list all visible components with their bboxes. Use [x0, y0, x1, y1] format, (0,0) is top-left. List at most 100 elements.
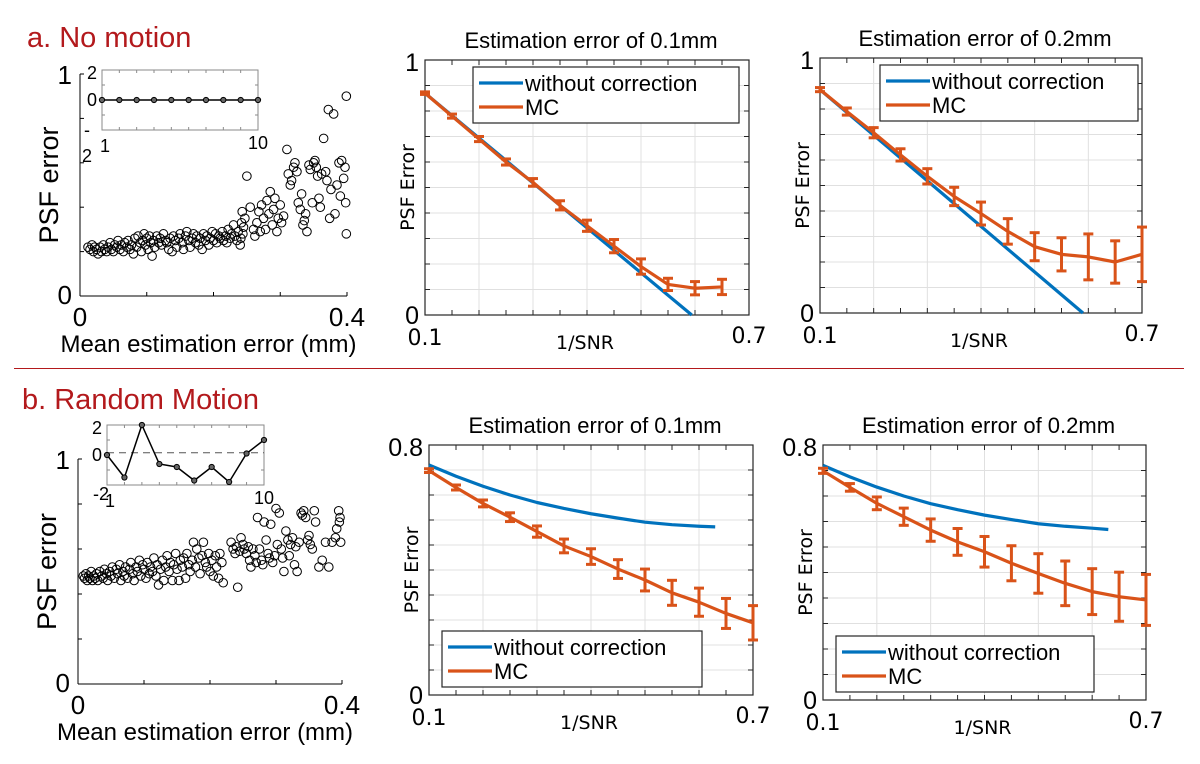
- scatter-point: [277, 553, 288, 563]
- scatter-point: [293, 197, 304, 208]
- inset-point: [254, 96, 262, 104]
- chart-b-line-02: Estimation error of 0.2mm 0.8 00.1 0.7 1/SNR…: [782, 413, 1163, 739]
- inset-y-tick-label: 0: [87, 90, 97, 110]
- chart-title: Estimation error of 0.1mm: [464, 28, 717, 53]
- inset-series-line: [106, 422, 265, 484]
- scatter-point: [180, 573, 191, 584]
- scatter-point: [268, 204, 279, 215]
- scatter-point: [334, 158, 344, 168]
- scatter-point: [248, 544, 258, 554]
- error-bar: [1114, 570, 1125, 623]
- error-bar: [640, 567, 650, 593]
- axes-frame: [819, 57, 1143, 314]
- x-tick-label: 0.7: [1129, 709, 1164, 734]
- scatter-point: [93, 249, 103, 259]
- scatter-point: [101, 246, 112, 257]
- scatter-point: [285, 539, 296, 550]
- scatter-point: [294, 537, 304, 548]
- scatter-point: [307, 197, 318, 208]
- inset-point: [208, 463, 215, 471]
- scatter-point: [151, 231, 162, 241]
- scatter-point: [188, 229, 199, 239]
- scatter-point: [188, 537, 199, 548]
- x-axis-label: 1/SNR: [556, 332, 614, 354]
- error-bar: [1083, 232, 1094, 282]
- scatter-point: [284, 550, 295, 561]
- scatter-point: [225, 233, 235, 244]
- scatter-point: [96, 246, 107, 257]
- scatter-point: [197, 244, 207, 255]
- scatter-point: [170, 235, 181, 246]
- scatter-point: [300, 209, 311, 219]
- inset-x-tick-label: 1: [105, 491, 115, 511]
- error-bar: [447, 112, 457, 120]
- error-bar: [478, 498, 488, 509]
- error-bar: [420, 90, 430, 96]
- legend-label: MC: [888, 664, 922, 689]
- scatter-point: [172, 564, 182, 575]
- scatter-point: [330, 209, 340, 219]
- y-tick-label: 0.8: [782, 434, 817, 462]
- scatter-point: [289, 559, 300, 570]
- section-divider: [14, 368, 1184, 369]
- error-bar: [636, 257, 646, 276]
- scatter-point: [111, 242, 122, 252]
- scatter-point: [275, 200, 286, 210]
- scatter-point: [251, 557, 262, 568]
- scatter-point: [258, 213, 269, 224]
- scatter-point: [274, 508, 285, 518]
- scatter-point: [252, 217, 262, 228]
- inset-point: [121, 474, 128, 481]
- scatter-point: [151, 571, 161, 581]
- x-tick-label: 0.1: [408, 326, 443, 351]
- scatter-point: [299, 215, 310, 226]
- error-bar: [1087, 567, 1098, 617]
- inset-point: [98, 96, 106, 104]
- scatter-point: [168, 231, 179, 241]
- error-bar: [690, 280, 700, 297]
- scatter-point: [238, 229, 248, 239]
- scatter-point: [315, 202, 326, 212]
- error-bar: [1060, 559, 1071, 608]
- inset-point: [116, 96, 123, 104]
- scatter-point: [297, 510, 308, 521]
- scatter-point: [304, 530, 314, 541]
- y-axis-label: PSF Error: [795, 529, 817, 616]
- scatter-point: [230, 548, 240, 559]
- legend-box: [835, 635, 1095, 693]
- inset-point: [220, 96, 227, 104]
- scatter-point: [262, 195, 272, 206]
- scatter-point: [252, 512, 263, 523]
- scatter-point: [310, 155, 320, 166]
- inset-point: [173, 463, 180, 471]
- scatter-point: [243, 541, 254, 552]
- scatter-point: [336, 155, 347, 166]
- inset-point: [260, 436, 268, 444]
- scatter-point: [333, 505, 344, 516]
- scatter-point: [90, 573, 100, 584]
- scatter-point: [322, 175, 332, 186]
- error-bar: [895, 147, 906, 163]
- scatter-point: [236, 233, 246, 244]
- inset-chart: 2 0 -21 10: [92, 418, 274, 511]
- scatter-point: [335, 537, 346, 548]
- scatter-point: [99, 244, 110, 255]
- inset-y-tick-label: 2: [87, 63, 97, 83]
- section-title-a: a. No motion: [27, 22, 192, 54]
- y-tick-label: 0: [803, 687, 817, 715]
- chart-b-line-01: Estimation error of 0.1mm 0.8 00.1 0.7 1/SNR…: [388, 413, 770, 734]
- scatter-point: [331, 523, 342, 534]
- scatter-point: [208, 571, 219, 581]
- series-without-correction-line: [822, 463, 1109, 532]
- chart-title: Estimation error of 0.1mm: [468, 413, 721, 438]
- axes-frame: [428, 444, 754, 696]
- scatter-point: [292, 566, 302, 577]
- scatter-point: [129, 575, 139, 586]
- error-bar: [721, 596, 731, 630]
- legend-label: MC: [525, 95, 559, 120]
- scatter-point: [245, 202, 256, 212]
- scatter-point: [215, 548, 225, 559]
- error-bar: [424, 467, 434, 474]
